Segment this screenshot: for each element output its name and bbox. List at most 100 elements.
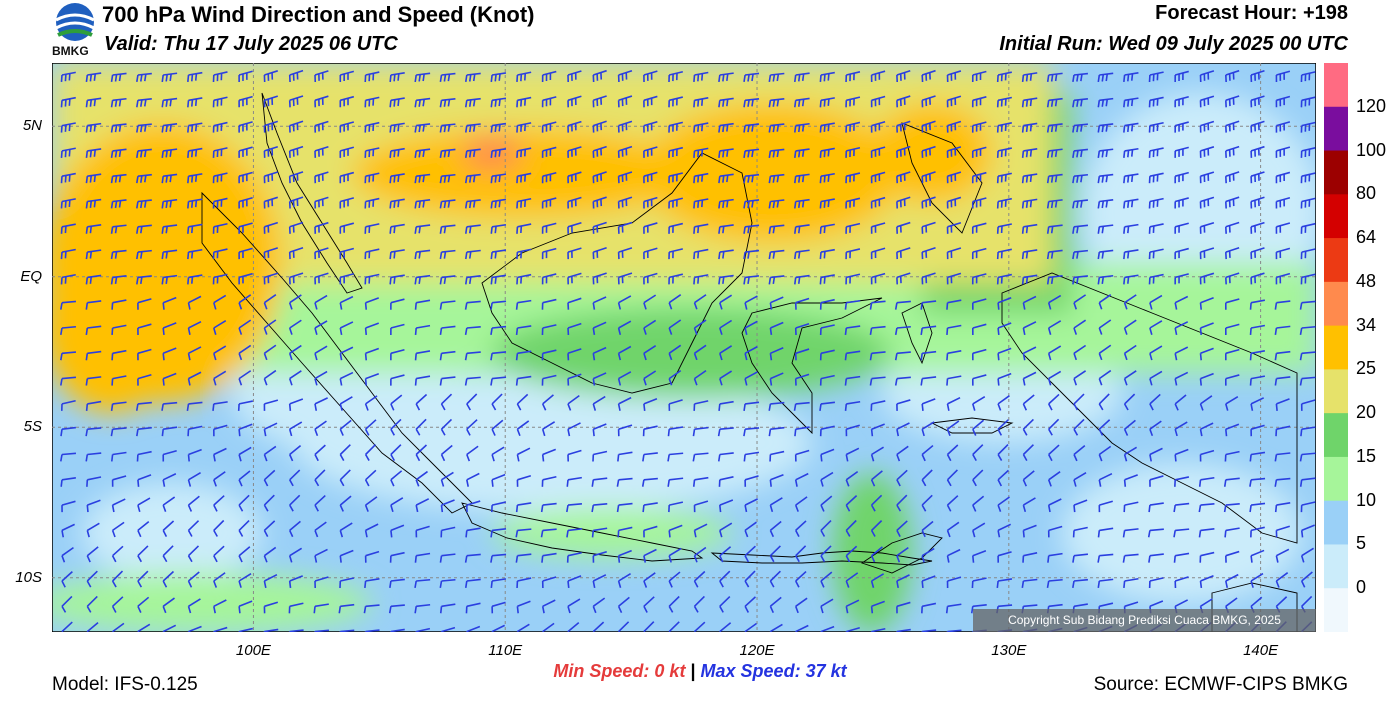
wind-barb: [643, 120, 658, 133]
wind-barb: [617, 69, 633, 83]
wind-barb: [440, 418, 453, 436]
wind-barb: [60, 71, 76, 83]
wind-barb: [1274, 350, 1291, 361]
wind-barb: [946, 221, 962, 234]
lat-label: 5N: [22, 117, 42, 135]
wind-barb: [845, 447, 860, 462]
wind-barb: [389, 198, 405, 209]
wind-barb: [137, 298, 152, 310]
wind-barb: [238, 294, 252, 310]
wind-barb: [464, 199, 481, 209]
wind-barb: [390, 298, 405, 310]
wind-barb: [1122, 528, 1139, 538]
wind-barb: [541, 622, 555, 632]
wind-barb: [1097, 553, 1114, 563]
wind-barb: [1022, 418, 1034, 436]
wind-barb: [110, 275, 127, 285]
colorbar-swatch: [1324, 281, 1348, 327]
wind-barb: [946, 469, 958, 487]
wind-barb: [60, 172, 76, 184]
wind-barb: [390, 418, 402, 436]
wind-barb: [819, 147, 835, 158]
wind-barb: [541, 475, 557, 487]
wind-barb: [187, 571, 200, 588]
wind-barb: [870, 546, 883, 563]
wind-barb: [187, 425, 203, 437]
wind-barb: [769, 596, 782, 614]
wind-barb: [844, 325, 861, 336]
wind-barb: [567, 322, 582, 336]
wind-barb: [314, 171, 329, 184]
wind-barb: [896, 171, 911, 184]
wind-barb: [845, 572, 859, 588]
wind-barb: [1275, 121, 1291, 133]
max-speed-label: Max Speed:: [700, 661, 801, 681]
wind-barb: [86, 570, 98, 588]
wind-barb: [60, 96, 76, 108]
wind-barb: [794, 426, 810, 437]
wind-barb: [289, 494, 301, 512]
wind-barb: [263, 369, 277, 386]
wind-barb: [136, 199, 152, 209]
wind-barb: [238, 70, 253, 83]
wind-barb: [920, 300, 937, 310]
wind-barb: [364, 419, 377, 436]
wind-barb: [1299, 376, 1316, 386]
wind-barb: [212, 172, 228, 184]
wind-barb: [744, 545, 756, 563]
wind-barb: [845, 197, 861, 209]
wind-barb: [896, 221, 911, 234]
colorbar-swatch: [1324, 588, 1348, 632]
wind-barb: [921, 602, 937, 614]
wind-barb: [415, 525, 430, 538]
wind-barb: [414, 148, 431, 158]
wind-barb: [111, 596, 124, 613]
wind-barb: [111, 299, 127, 310]
wind-barb: [1249, 477, 1266, 487]
wind-barb: [1098, 500, 1113, 513]
lat-label: 5S: [23, 418, 42, 436]
wind-barb: [1249, 350, 1266, 361]
wind-barb: [85, 427, 102, 437]
wind-barb: [744, 498, 759, 513]
wind-barb: [768, 173, 785, 184]
wind-barb: [1148, 502, 1164, 513]
wind-barb: [541, 552, 557, 563]
wind-barb: [541, 222, 557, 234]
wind-barb: [187, 71, 203, 83]
wind-barb: [1225, 196, 1240, 209]
wind-barb: [314, 548, 328, 563]
wind-barb: [288, 221, 304, 234]
wind-barb: [1148, 248, 1164, 260]
wind-barb: [364, 172, 380, 184]
wind-barb: [390, 497, 404, 513]
wind-barb: [997, 496, 1010, 512]
wind-barb: [111, 375, 127, 386]
wind-barb: [439, 376, 456, 386]
wind-barb: [997, 347, 1012, 361]
colorbar-label: 34: [1356, 314, 1377, 335]
wind-barb: [86, 522, 100, 538]
wind-barb: [339, 121, 355, 133]
wind-barb: [1249, 502, 1266, 513]
wind-barb: [1021, 147, 1038, 158]
wind-barb: [86, 499, 101, 513]
wind-barb: [1047, 552, 1063, 563]
wind-barb: [390, 628, 405, 632]
wind-barb: [1021, 122, 1038, 133]
wind-barb: [1021, 72, 1038, 83]
wind-barb: [1300, 71, 1316, 83]
wind-barb: [1149, 370, 1163, 386]
wind-barb: [389, 551, 405, 563]
wind-barb: [490, 501, 506, 513]
wind-barb: [288, 120, 304, 133]
wind-barb: [1098, 344, 1112, 361]
wind-barb: [161, 401, 178, 411]
wind-barb: [592, 372, 607, 386]
wind-barb: [288, 294, 302, 310]
wind-barb: [516, 147, 532, 158]
wind-barb: [1199, 322, 1214, 336]
wind-barb: [389, 223, 405, 234]
wind-barb: [946, 171, 962, 184]
wind-barb: [643, 525, 658, 538]
